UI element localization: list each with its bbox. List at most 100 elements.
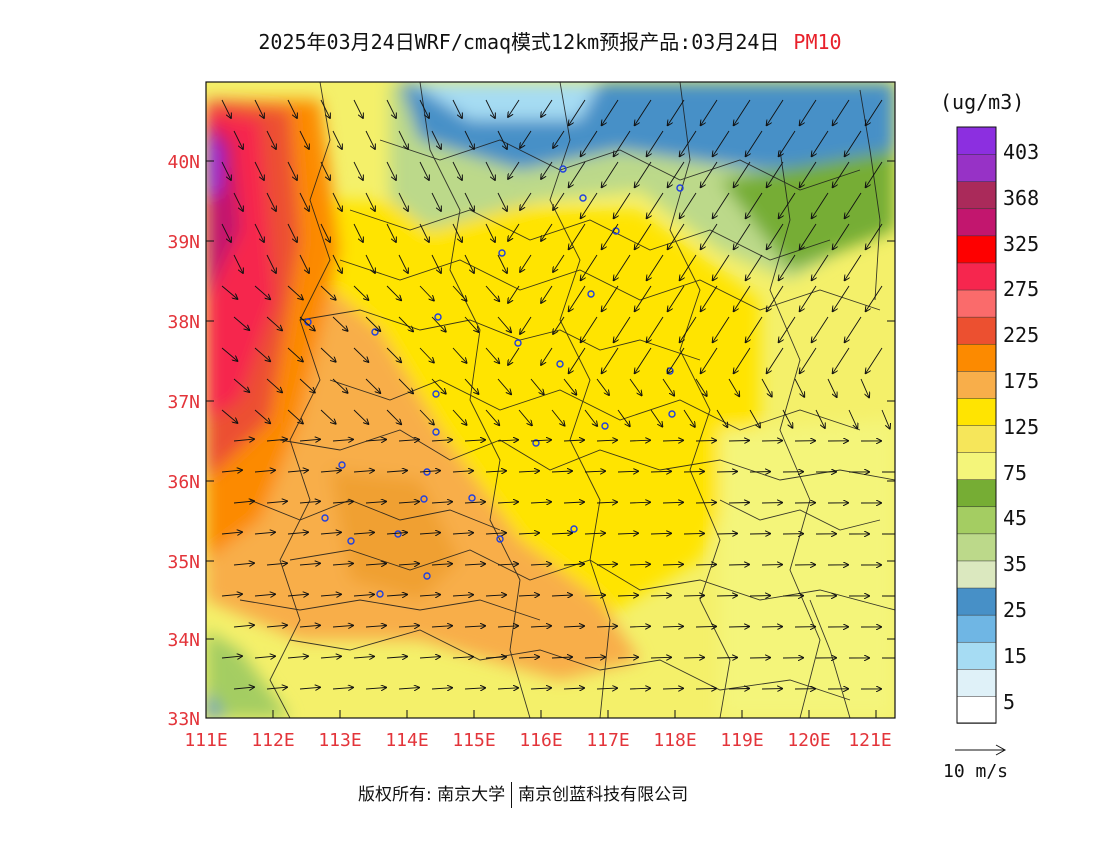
wind-arrow [520,254,532,272]
lat-label: 40N [167,152,200,173]
wind-arrow [683,409,695,427]
axis-ticks [205,160,895,718]
wind-arrow [221,223,231,242]
wind-arrow [520,192,532,210]
wind-arrow [299,254,309,273]
wind-arrow [485,409,499,425]
title-main: 2025年03月24日WRF/cmaq模式12km预报产品:03月24日 [258,30,780,54]
wind-arrow [602,223,619,249]
wind-arrow [464,316,478,332]
wind-arrow [452,223,462,242]
wind-arrow [233,130,243,149]
wind-arrow [497,192,507,211]
colorbar-block [956,533,997,562]
wind-arrow [497,254,507,273]
wind-arrow [680,254,697,280]
wind-arrow [541,161,553,179]
wind-arrow [353,161,363,180]
wind-arrow [551,471,572,472]
wind-arrow [221,99,231,118]
wind-arrow [419,285,434,301]
wind-arrow [431,440,452,441]
city-marker [496,535,504,543]
wind-arrow [266,563,287,565]
wind-arrow [541,347,553,365]
wind-arrow [713,254,730,280]
wind-arrow [650,533,671,534]
wind-arrow [701,161,718,187]
wind-arrow [497,378,511,394]
wind-arrow [845,254,862,280]
wind-arrow [569,347,586,373]
wind-arrow [254,594,275,596]
wind-arrow [812,254,829,280]
wind-arrow [650,409,662,427]
wind-arrow [584,533,605,534]
wind-arrow [866,285,883,311]
city-marker [570,525,578,533]
wind-arrow [464,502,485,503]
wind-arrow [530,626,551,627]
wind-arrow [266,625,287,627]
colorbar-block [956,397,997,426]
wind-reference-arrow [955,744,1007,756]
wind-arrow [332,439,353,441]
wind-arrow [431,626,452,627]
wind-arrow [596,564,617,565]
wind-arrow [650,471,671,472]
wind-arrow [530,502,551,503]
wind-arrow [647,254,664,280]
lon-label: 119E [720,730,763,751]
wind-arrow [647,192,664,218]
wind-arrow [734,285,751,311]
wind-arrow [563,378,576,395]
wind-arrow [635,347,652,373]
wind-arrow [254,409,270,423]
map-frame [205,81,896,719]
wind-arrow [749,409,760,427]
wind-arrow [233,563,254,565]
wind-arrow [668,99,685,125]
wind-arrow [386,409,401,424]
wind-arrow [668,347,685,373]
wind-reference-label: 10 m/s [943,761,1009,782]
wind-arrow [299,625,320,627]
wind-arrow [728,503,749,504]
title-variable: PM10 [793,30,842,54]
wind-arrow [386,99,396,118]
wind-arrow [320,285,336,300]
city-marker [432,428,440,436]
wind-arrow [266,254,276,273]
wind-arrow [647,130,664,156]
wind-arrow [584,471,605,472]
lon-label: 114E [385,730,428,751]
wind-arrow [602,347,619,373]
lat-label: 33N [167,709,200,730]
wind-arrow [485,657,506,658]
wind-arrow [221,470,242,472]
wind-arrow [614,316,631,342]
colorbar-block [956,424,997,453]
wind-arrow [233,378,249,392]
city-marker [601,422,609,430]
wind-arrow [398,192,408,211]
colorbar-tick-label: 5 [1003,689,1016,714]
wind-arrow [845,192,862,218]
city-marker [468,494,476,502]
city-marker [579,194,587,202]
colorbar-block [956,343,997,372]
colorbar-units: (ug/m3) [940,90,1025,114]
wind-arrow [602,99,619,125]
wind-arrow [266,378,282,392]
colorbar-tick-label: 225 [1003,323,1040,348]
wind-arrow [767,223,784,249]
wind-arrow [716,534,737,535]
wind-arrow [386,533,407,535]
wind-arrow [530,440,551,441]
wind-arrow [833,223,850,249]
colorbar-block [956,316,997,345]
wind-arrow [464,564,485,565]
wind-arrow [833,161,850,187]
wind-arrow [596,502,617,503]
